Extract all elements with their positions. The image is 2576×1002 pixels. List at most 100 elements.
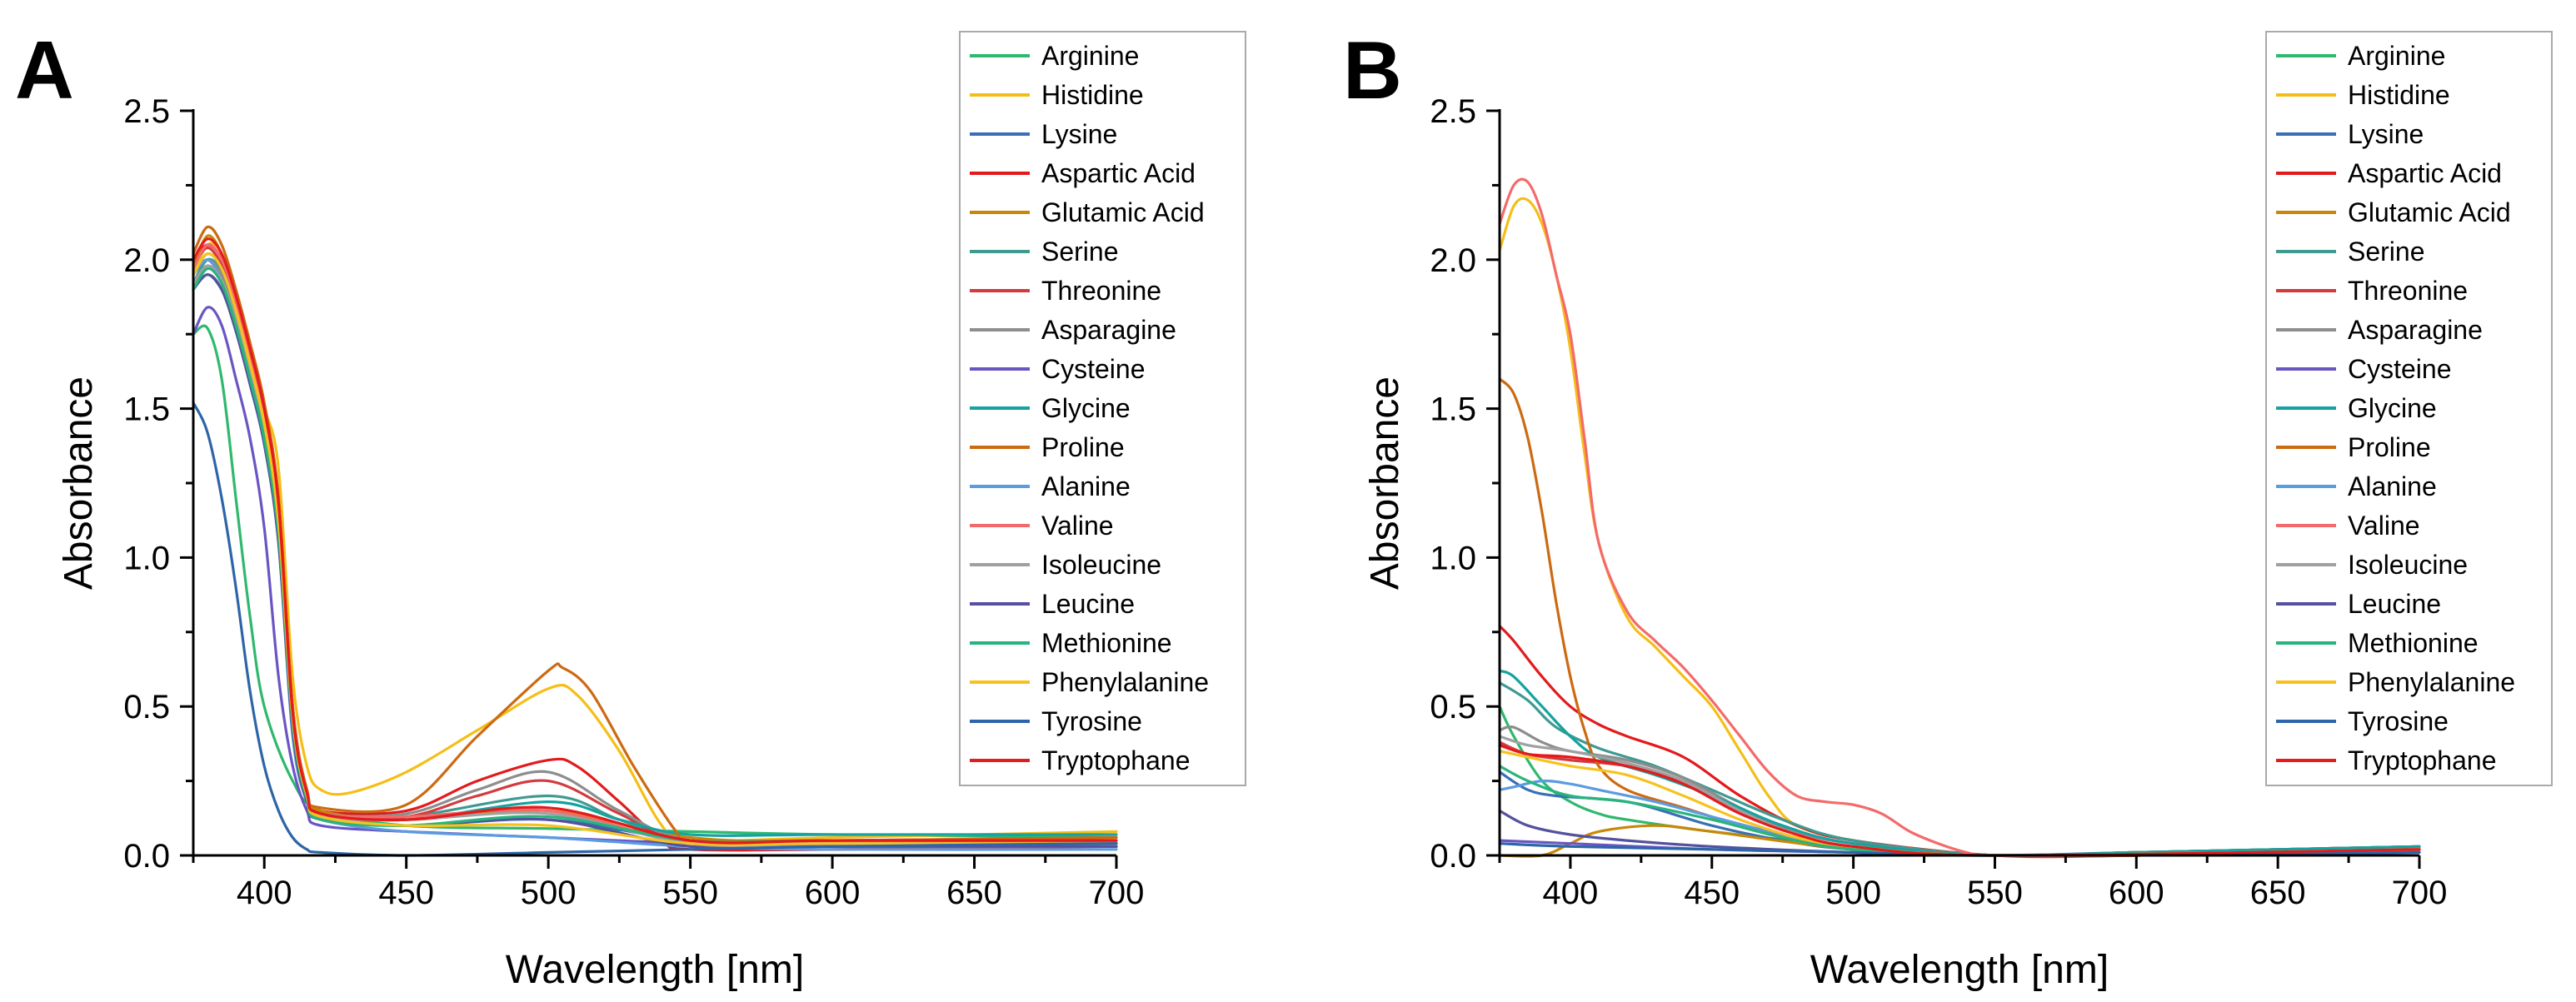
x-axis-title: Wavelength [nm] [1810,948,2109,992]
legend-label: Asparagine [2348,315,2483,345]
x-tick-label: 550 [1967,875,2023,911]
legend-item: Lysine [2276,119,2424,149]
legend-item: Arginine [2276,41,2445,71]
legend-label: Asparagine [1041,315,1176,345]
legend-label: Leucine [1041,589,1135,619]
legend-item: Tryptophane [2276,745,2496,775]
x-tick-label: 600 [805,875,861,911]
legend-label: Phenylalanine [1041,667,1209,697]
y-tick-label: 0.0 [123,838,170,875]
legend: Arginine Histidine Lysine Aspartic Acid Glut… [2265,31,2553,786]
legend-label: Histidine [2348,80,2450,110]
series-line-tyrosine [192,401,1118,857]
legend-label: Glutamic Acid [2348,197,2511,227]
legend-item: Arginine [970,41,1139,71]
x-tick-label: 500 [521,875,577,911]
legend-label: Cysteine [2348,354,2452,384]
series-line-tryptophane [192,237,1118,845]
legend-item: Leucine [2276,589,2441,619]
legend-item: Aspartic Acid [970,158,1196,188]
x-tick-label: 600 [2109,875,2164,911]
legend-item: Phenylalanine [970,667,1209,697]
legend-label: Phenylalanine [2348,667,2515,697]
legend-label: Serine [2348,237,2425,267]
legend-label: Arginine [1041,41,1139,71]
legend-item: Glycine [970,393,1131,423]
x-tick-label: 550 [662,875,718,911]
legend-label: Isoleucine [2348,550,2468,580]
y-tick-label: 2.5 [123,93,170,130]
legend-label: Alanine [2348,471,2437,501]
legend-item: Valine [970,511,1114,541]
legend-item: Glutamic Acid [2276,197,2511,227]
y-tick-label: 2.0 [1430,242,1476,279]
legend-label: Arginine [2348,41,2445,71]
legend-label: Proline [1041,432,1125,462]
x-tick-label: 400 [1543,875,1599,911]
legend-item: Proline [2276,432,2431,462]
legend-item: Isoleucine [2276,550,2468,580]
legend-item: Methionine [970,628,1172,658]
legend-item: Asparagine [2276,315,2483,345]
legend: Arginine Histidine Lysine Aspartic Acid Glut… [959,31,1246,786]
legend-item: Lysine [970,119,1117,149]
y-tick-label: 0.0 [1430,838,1476,875]
legend-label: Lysine [2348,119,2424,149]
legend-label: Isoleucine [1041,550,1161,580]
legend-label: Tyrosine [1041,706,1142,736]
legend-label: Glycine [2348,393,2437,423]
legend-item: Alanine [2276,471,2437,501]
x-tick-label: 450 [1684,875,1740,911]
y-tick-label: 2.5 [1430,93,1476,130]
legend-label: Tyrosine [2348,706,2449,736]
y-tick-label: 0.5 [1430,689,1476,725]
legend-label: Valine [2348,511,2420,541]
legend-label: Glutamic Acid [1041,197,1205,227]
legend-label: Tryptophane [2348,745,2496,775]
legend-item: Tyrosine [970,706,1142,736]
legend-label: Aspartic Acid [1041,158,1196,188]
panel-letter: A [15,24,74,116]
legend-label: Aspartic Acid [2348,158,2502,188]
x-tick-label: 450 [378,875,434,911]
legend-item: Phenylalanine [2276,667,2515,697]
series-line-alanine [1498,779,2421,857]
legend-item: Proline [970,432,1125,462]
legend-item: Alanine [970,471,1131,501]
legend-item: Isoleucine [970,550,1161,580]
legend-item: Methionine [2276,628,2479,658]
legend-label: Threonine [2348,276,2468,306]
x-tick-label: 500 [1825,875,1881,911]
legend-item: Glycine [2276,393,2437,423]
legend-label: Alanine [1041,471,1131,501]
y-tick-label: 1.5 [1430,391,1476,428]
legend-item: Leucine [970,589,1135,619]
x-axis-title: Wavelength [nm] [506,948,804,992]
legend-label: Serine [1041,237,1119,267]
y-axis-title: Absorbance [1363,376,1407,590]
y-tick-label: 0.5 [123,689,170,725]
legend-item: Histidine [970,80,1144,110]
legend-label: Proline [2348,432,2431,462]
legend-item: Valine [2276,511,2420,541]
x-tick-label: 700 [2392,875,2448,911]
legend-label: Glycine [1041,393,1131,423]
chart-panel-a: A 0.0 0.5 1.0 1.5 2.0 2.5 400 450 500 550 600 650 700… [15,24,1246,992]
legend-item: Serine [970,237,1119,267]
legend-item: Histidine [2276,80,2450,110]
legend-item: Tyrosine [2276,706,2449,736]
y-tick-label: 2.0 [123,242,170,279]
x-tick-label: 650 [946,875,1002,911]
legend-item: Glutamic Acid [970,197,1205,227]
legend-label: Leucine [2348,589,2441,619]
legend-item: Asparagine [970,315,1176,345]
x-tick-label: 650 [2250,875,2306,911]
legend-item: Tryptophane [970,745,1190,775]
legend-label: Lysine [1041,119,1117,149]
y-axis-title: Absorbance [57,376,101,590]
x-tick-label: 400 [237,875,292,911]
legend-label: Valine [1041,511,1114,541]
legend-item: Cysteine [970,354,1146,384]
panel-letter: B [1343,24,1402,116]
